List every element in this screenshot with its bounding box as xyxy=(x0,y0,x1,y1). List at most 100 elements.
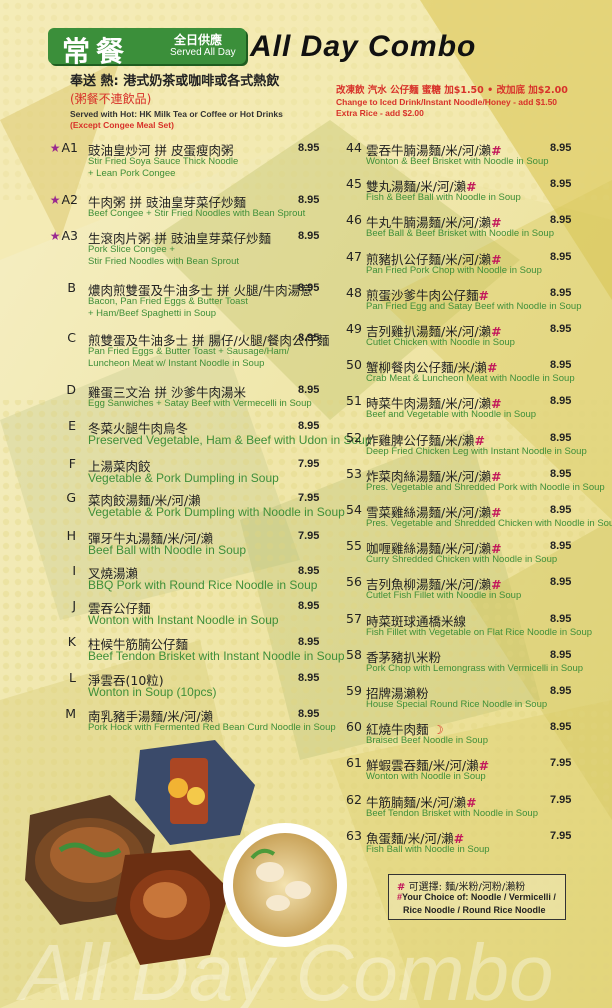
item-price: 8.95 xyxy=(550,612,572,625)
item-name-en: Stir Fried Soya Sauce Thick Noodle xyxy=(88,156,239,167)
item-price: 7.95 xyxy=(298,530,320,542)
item-code: L xyxy=(50,670,76,685)
item-name-en: Fish Ball with Noodle in Soup xyxy=(366,843,490,855)
item-name-cjk: 南乳豬手湯麵/米/河/瀨 xyxy=(88,709,214,724)
choice-line-1-text: 可選擇: 麵/米粉/河粉/瀨粉 xyxy=(408,882,526,893)
item-name-cjk-wrap: 吉列魚柳湯麵/米/河/瀨# xyxy=(366,574,502,593)
item-name-en: Beef Ball with Noodle in Soup xyxy=(88,543,247,557)
choice-line-3: Rice Noodle / Round Rice Noodle xyxy=(403,905,546,915)
item-price: 8.95 xyxy=(298,282,320,294)
item-name-cjk-wrap: 雪菜雞絲湯麵/米/河/瀨# xyxy=(366,502,502,521)
item-number: 46 xyxy=(346,212,362,228)
item-name-cjk: 雙丸湯麵/米/河/瀨 xyxy=(366,179,467,195)
item-number: 61 xyxy=(346,755,362,771)
item-number: 58 xyxy=(346,646,362,662)
item-code: J xyxy=(50,598,76,613)
item-name-cjk-wrap: 雙丸湯麵/米/河/瀨# xyxy=(366,176,477,195)
item-name-en: Deep Fried Chicken Leg with Instant Nood… xyxy=(366,445,587,457)
item-name-cjk-wrap: 咖喱雞絲湯麵/米/河/瀨# xyxy=(366,538,502,557)
item-name-en: Crab Meat & Luncheon Meat with Noodle in… xyxy=(366,373,575,385)
item-name-cjk-wrap: 炸雞脾公仔麵/米/瀨# xyxy=(366,430,485,449)
page-title: All Day Combo xyxy=(250,30,477,63)
item-name-en: Luncheon Meat w/ Instant Noodle in Soup xyxy=(88,358,265,369)
item-price: 7.95 xyxy=(298,492,320,504)
item-name-en: Beef Congee + Stir Fried Noodles with Be… xyxy=(88,208,306,219)
choice-line-1: # 可選擇: 麵/米粉/河粉/瀨粉 xyxy=(397,878,525,893)
item-price: 8.95 xyxy=(550,142,572,154)
upgrade-line-2: Change to Iced Drink/Instant Noodle/Hone… xyxy=(336,97,558,107)
item-name-en: Stir Fried Noodles with Bean Sprout xyxy=(88,256,240,267)
hash-mark-icon: # xyxy=(491,215,502,231)
upgrade-note: 改凍飲 汽水 公仔麵 蜜糖 加$1.50 • 改加底 加$2.00 Change… xyxy=(336,82,608,118)
item-price: 8.95 xyxy=(550,431,572,444)
item-number: 54 xyxy=(346,502,362,517)
item-name-cjk: 魚蛋麵/米/河/瀨 xyxy=(366,830,454,846)
item-name-en: Beef Ball & Beef Brisket with Noodle in … xyxy=(366,228,554,240)
item-name-cjk: 吉列魚柳湯麵/米/河/瀨 xyxy=(366,577,492,593)
item-number: 57 xyxy=(346,610,362,626)
item-name-en: Pork Hock with Fermented Red Bean Curd N… xyxy=(88,722,336,733)
item-name-cjk-wrap: 炸菜肉絲湯麵/米/河/瀨# xyxy=(366,466,502,485)
item-code-text: F xyxy=(68,456,76,471)
item-name-en: Pan Fried Egg and Satay Beef with Noodle… xyxy=(366,300,582,312)
hash-mark-icon: # xyxy=(474,432,485,448)
item-number: 60 xyxy=(346,719,362,735)
item-code-text: I xyxy=(72,563,76,578)
item-name-cjk: 彈牙牛丸湯麵/米/河/瀨 xyxy=(88,531,214,546)
item-code-text: C xyxy=(67,330,76,345)
item-code: C xyxy=(50,330,76,345)
item-name-cjk: 牛丸牛腩湯麵/米/河/瀨 xyxy=(366,215,492,231)
item-price: 8.95 xyxy=(298,332,320,344)
item-number: 49 xyxy=(346,321,362,336)
item-name-cjk: 時菜斑球通橋米線 xyxy=(366,613,467,629)
choice-line-2: #Your Choice of: Noodle / Vermicelli / xyxy=(397,892,556,902)
item-name-cjk: 吉列雞扒湯麵/米/河/瀨 xyxy=(366,324,492,339)
item-name-en: Vegetable & Pork Dumpling in Soup xyxy=(88,471,279,485)
item-name-cjk: 招牌湯瀨粉 xyxy=(366,686,429,701)
item-name-en: Fish & Beef Ball with Noodle in Soup xyxy=(366,192,521,204)
item-code-text: A2 xyxy=(61,192,78,207)
item-name-en: Beef Tendon Brisket with Instant Noodle … xyxy=(88,649,345,663)
item-name-cjk: 雲吞公仔麵 xyxy=(88,601,151,616)
item-name-en: Egg Sanwiches + Satay Beef with Vermecel… xyxy=(88,398,312,409)
item-price: 8.95 xyxy=(298,142,320,154)
item-name-en: + Ham/Beef Spaghetti in Soup xyxy=(88,308,217,319)
item-code-text: G xyxy=(66,490,76,505)
item-name-cjk: 鮮蝦雲吞麵/米/河/瀨 xyxy=(366,758,479,774)
item-name-en: Pres. Vegetable and Shredded Chicken wit… xyxy=(366,518,612,529)
item-code-text: H xyxy=(66,528,76,543)
item-name-en: + Lean Pork Congee xyxy=(88,168,176,179)
hash-mark-icon: # xyxy=(466,794,477,810)
item-number: 51 xyxy=(346,393,362,409)
item-name-cjk: 雲吞牛腩湯麵/米/河/瀨 xyxy=(366,143,492,158)
item-price: 8.95 xyxy=(298,672,320,684)
item-code-text: E xyxy=(68,418,76,433)
item-name-cjk: 紅燒牛肉麵 xyxy=(366,722,429,738)
item-price: 7.95 xyxy=(550,829,572,842)
item-code-text: A1 xyxy=(61,140,78,155)
item-number: 47 xyxy=(346,248,362,264)
item-name-cjk: 叉燒湯瀨 xyxy=(88,566,139,581)
item-name-en: Preserved Vegetable, Ham & Beef with Udo… xyxy=(88,433,372,447)
item-price: 8.95 xyxy=(550,685,572,697)
hash-mark-icon: # xyxy=(397,892,403,902)
item-number: 63 xyxy=(346,827,362,843)
item-code: G xyxy=(50,490,76,505)
item-price: 8.95 xyxy=(550,250,572,263)
item-name-cjk-wrap: 蟹柳餐肉公仔麵/米/瀨# xyxy=(366,357,497,376)
item-name-cjk: 咖喱雞絲湯麵/米/河/瀨 xyxy=(366,541,492,557)
item-name-cjk: 上湯菜肉餃 xyxy=(88,459,151,474)
item-name-cjk-wrap: 鮮蝦雲吞麵/米/河/瀨# xyxy=(366,755,489,774)
item-name-en: Cutlet Chicken with Noodle in Soup xyxy=(366,337,515,348)
item-name-cjk: 煎豬扒公仔麵/米/河/瀨 xyxy=(366,251,492,267)
hash-mark-icon: # xyxy=(453,830,465,846)
hash-mark-icon: # xyxy=(491,468,502,484)
item-number: 52 xyxy=(346,429,362,445)
item-name-en: Wonton with Noodle in Soup xyxy=(366,771,486,783)
item-price: 8.95 xyxy=(550,576,572,589)
item-price: 8.95 xyxy=(550,286,572,299)
item-name-cjk: 燶肉煎雙蛋及牛油多士 拼 火腿/牛肉湯意 xyxy=(88,283,313,298)
item-code: E xyxy=(50,418,76,433)
hash-mark-icon: # xyxy=(478,758,490,774)
item-name-cjk-wrap: 紅燒牛肉麵 ☽ xyxy=(366,719,444,738)
